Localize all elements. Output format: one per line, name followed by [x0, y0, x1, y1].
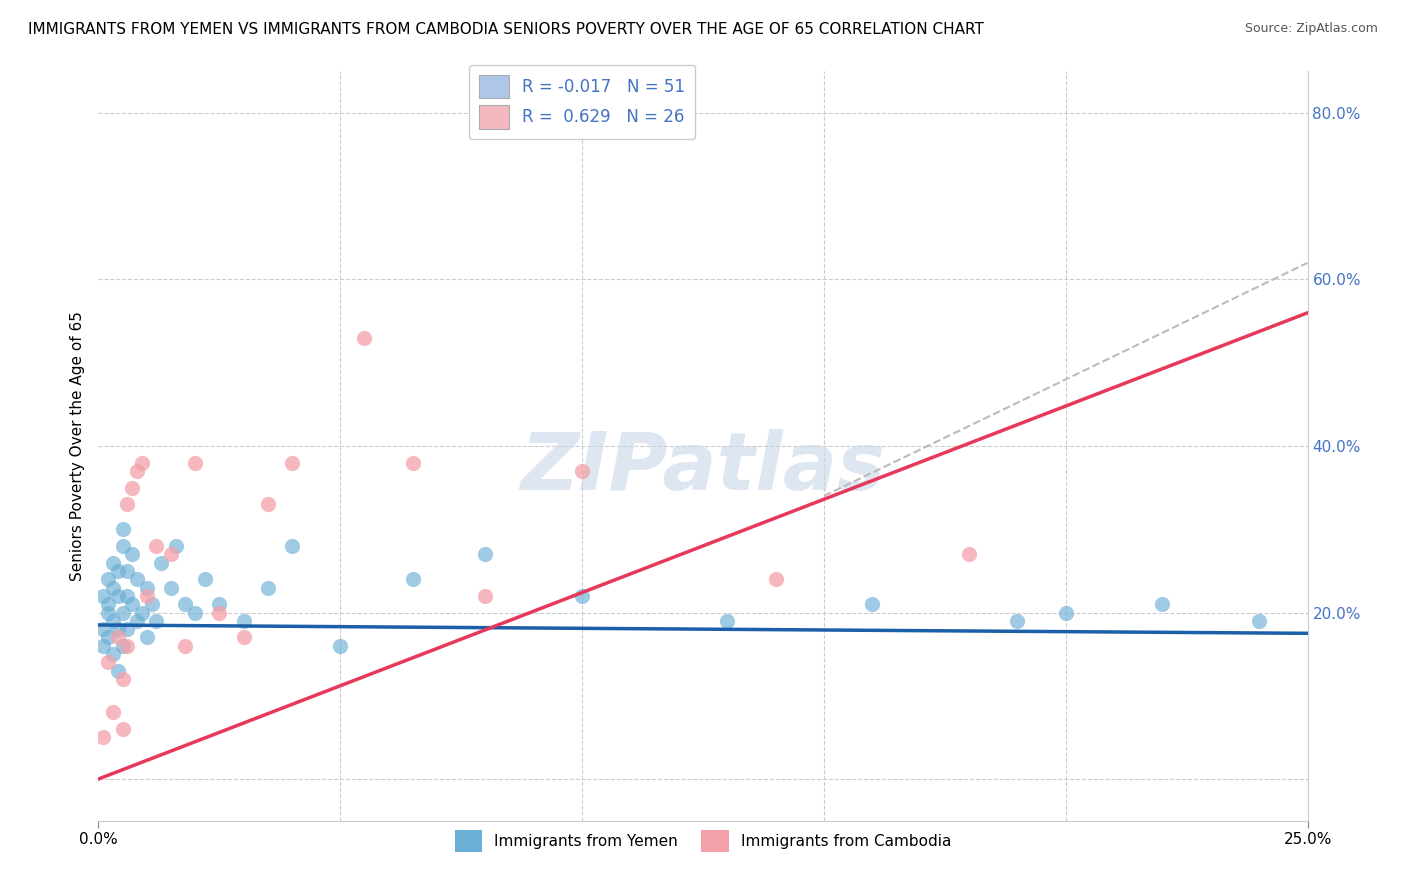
Point	[208, 597, 231, 611]
Text: Source: ZipAtlas.com: Source: ZipAtlas.com	[1244, 22, 1378, 36]
Point	[474, 589, 496, 603]
Point	[127, 572, 149, 586]
Point	[141, 597, 163, 611]
Point	[97, 631, 120, 645]
Point	[160, 547, 183, 561]
Point	[1249, 614, 1271, 628]
Point	[1054, 606, 1077, 620]
Point	[117, 497, 139, 511]
Point	[111, 606, 134, 620]
Point	[107, 664, 129, 678]
Text: IMMIGRANTS FROM YEMEN VS IMMIGRANTS FROM CAMBODIA SENIORS POVERTY OVER THE AGE O: IMMIGRANTS FROM YEMEN VS IMMIGRANTS FROM…	[28, 22, 984, 37]
Point	[402, 572, 425, 586]
Point	[121, 481, 143, 495]
Point	[101, 647, 124, 661]
Point	[131, 456, 153, 470]
Point	[101, 706, 124, 720]
Point	[121, 597, 143, 611]
Point	[402, 456, 425, 470]
Point	[111, 639, 134, 653]
Point	[860, 597, 883, 611]
Point	[571, 464, 593, 478]
Point	[107, 564, 129, 578]
Point	[145, 539, 167, 553]
Point	[97, 597, 120, 611]
Point	[160, 581, 183, 595]
Point	[111, 672, 134, 686]
Point	[232, 614, 254, 628]
Point	[117, 589, 139, 603]
Point	[131, 606, 153, 620]
Legend: Immigrants from Yemen, Immigrants from Cambodia: Immigrants from Yemen, Immigrants from C…	[449, 824, 957, 858]
Point	[145, 614, 167, 628]
Point	[111, 722, 134, 736]
Point	[150, 556, 173, 570]
Point	[111, 522, 134, 536]
Point	[117, 639, 139, 653]
Point	[97, 606, 120, 620]
Point	[101, 556, 124, 570]
Point	[184, 606, 207, 620]
Y-axis label: Seniors Poverty Over the Age of 65: Seniors Poverty Over the Age of 65	[69, 311, 84, 581]
Point	[329, 639, 352, 653]
Point	[107, 622, 129, 636]
Point	[97, 656, 120, 670]
Text: ZIPatlas: ZIPatlas	[520, 429, 886, 508]
Point	[127, 464, 149, 478]
Point	[256, 581, 278, 595]
Point	[165, 539, 187, 553]
Point	[957, 547, 980, 561]
Point	[91, 589, 114, 603]
Point	[571, 589, 593, 603]
Point	[135, 589, 157, 603]
Point	[91, 731, 114, 745]
Point	[256, 497, 278, 511]
Point	[1007, 614, 1029, 628]
Point	[121, 547, 143, 561]
Point	[135, 581, 157, 595]
Point	[111, 539, 134, 553]
Point	[107, 631, 129, 645]
Point	[716, 614, 738, 628]
Point	[107, 589, 129, 603]
Point	[91, 622, 114, 636]
Point	[474, 547, 496, 561]
Point	[101, 581, 124, 595]
Point	[135, 631, 157, 645]
Point	[194, 572, 217, 586]
Point	[353, 331, 375, 345]
Point	[91, 639, 114, 653]
Point	[184, 456, 207, 470]
Point	[1152, 597, 1174, 611]
Point	[117, 564, 139, 578]
Point	[174, 597, 197, 611]
Point	[232, 631, 254, 645]
Point	[174, 639, 197, 653]
Point	[281, 539, 304, 553]
Point	[208, 606, 231, 620]
Point	[281, 456, 304, 470]
Point	[97, 572, 120, 586]
Point	[127, 614, 149, 628]
Point	[765, 572, 787, 586]
Point	[101, 614, 124, 628]
Point	[117, 622, 139, 636]
